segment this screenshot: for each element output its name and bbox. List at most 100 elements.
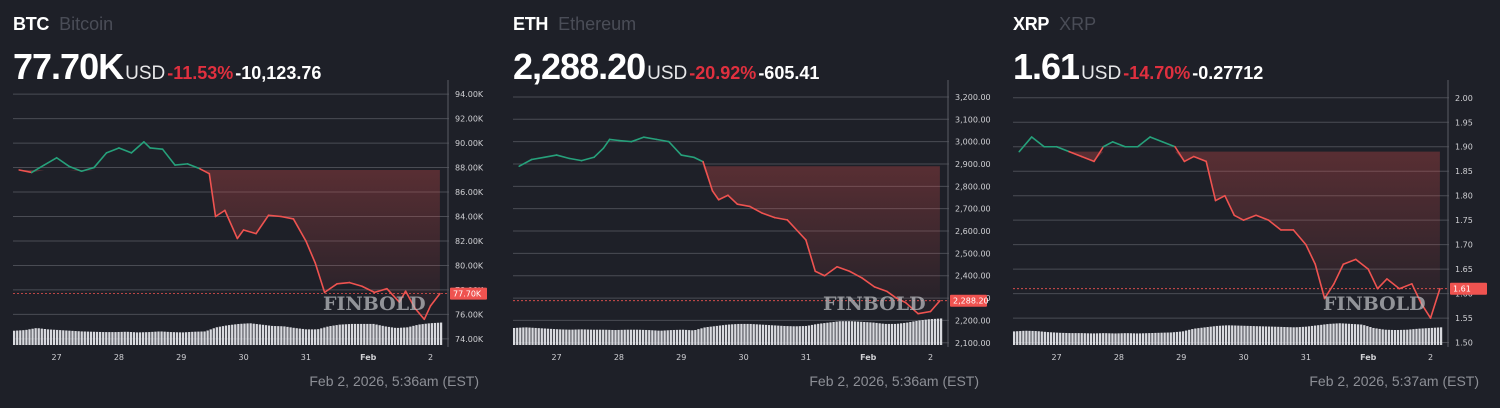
volume-bar	[99, 331, 102, 345]
volume-bar	[1393, 330, 1397, 345]
volume-bar	[1353, 324, 1357, 345]
volume-bar	[1381, 329, 1384, 345]
volume-bar	[369, 323, 372, 345]
price-line-segment	[373, 287, 388, 294]
volume-bar	[175, 332, 179, 345]
volume-bar	[709, 326, 712, 345]
volume-bar	[74, 331, 77, 345]
btc-header: BTC Bitcoin 77.70K USD -11.53% -10,123.7…	[13, 14, 321, 88]
volume-bar	[549, 328, 553, 345]
volume-bar	[83, 331, 86, 345]
volume-bar	[372, 323, 375, 345]
x-tick-label: 29	[676, 353, 686, 362]
volume-bar	[694, 329, 697, 345]
volume-bar	[1031, 330, 1034, 345]
y-tick-label: 2.00	[1455, 94, 1473, 103]
volume-bar	[835, 321, 838, 345]
volume-bar	[1271, 326, 1274, 345]
volume-bar	[642, 329, 645, 345]
volume-bar	[884, 323, 887, 345]
price-line-segment	[214, 209, 226, 218]
y-tick-label: 86.00K	[455, 188, 484, 197]
volume-bar	[1224, 325, 1228, 345]
volume-bar	[1298, 327, 1301, 345]
volume-bar	[605, 329, 608, 345]
volume-bar	[188, 332, 191, 345]
volume-bar	[310, 329, 314, 345]
volume-bar	[1332, 323, 1335, 345]
volume-bar	[185, 332, 188, 345]
y-tick-label: 2,700.00	[955, 205, 991, 214]
volume-bar	[1215, 325, 1218, 345]
volume-bar	[783, 325, 786, 345]
btc-price-chart[interactable]: 94.00K 92.00K 90.00K 88.00K 86.00K 84.00K 82.0…	[0, 80, 500, 365]
y-tick-label: 2,800.00	[955, 182, 991, 191]
price-line-segment	[1183, 155, 1195, 163]
volume-bar	[132, 332, 136, 345]
volume-bar	[1307, 326, 1311, 345]
volume-bar	[274, 326, 277, 345]
price-line-segment	[429, 292, 441, 307]
volume-bar	[568, 329, 571, 345]
price-line-segment	[593, 147, 605, 159]
price-line-segment	[280, 215, 295, 220]
volume-bar	[212, 328, 215, 345]
volume-bar	[1194, 328, 1197, 345]
volume-bar	[660, 330, 663, 345]
volume-bar	[814, 324, 817, 345]
price-line-segment	[1314, 263, 1326, 300]
asset-name: Bitcoin	[59, 14, 114, 34]
volume-bar	[654, 330, 657, 345]
volume-bar	[691, 330, 694, 345]
volume-bar	[623, 329, 626, 345]
loss-area	[519, 166, 940, 314]
volume-bar	[1320, 324, 1323, 345]
price-line-segment	[692, 156, 704, 163]
volume-bar	[1418, 328, 1421, 345]
volume-bar	[1175, 331, 1179, 345]
x-tick-label: 30	[238, 353, 248, 362]
price-line-segment	[1233, 214, 1245, 221]
volume-bar	[1366, 326, 1369, 345]
volume-bar	[577, 329, 580, 345]
volume-bar	[1350, 323, 1354, 345]
price-line-segment	[929, 299, 941, 313]
volume-bar	[326, 326, 329, 345]
volume-bar	[1013, 331, 1016, 345]
volume-bar	[721, 325, 725, 345]
volume-bar	[1163, 332, 1166, 345]
price-line-segment	[1214, 194, 1226, 202]
volume-bar	[912, 321, 915, 345]
volume-bar	[657, 330, 660, 345]
y-tick-label: 90.00K	[455, 139, 484, 148]
last-price-label: 2,288.20	[953, 297, 989, 306]
volume-bar	[16, 330, 19, 345]
price-line-segment	[1111, 141, 1126, 148]
eth-price-chart[interactable]: 3,200.00 3,100.00 3,000.00 2,900.00 2,800.00…	[500, 80, 1000, 365]
volume-bar	[138, 332, 142, 345]
volume-bar	[1135, 333, 1139, 345]
volume-bar	[1056, 332, 1059, 345]
volume-bar	[1430, 327, 1433, 345]
volume-bar	[681, 329, 685, 345]
volume-bar	[344, 324, 347, 345]
y-tick-label: 1.95	[1455, 118, 1473, 127]
xrp-price-chart[interactable]: 2.001.951.901.851.801.751.701.651.601.55…	[1000, 80, 1500, 365]
volume-bar	[1025, 330, 1028, 345]
volume-bar	[307, 329, 311, 345]
volume-bar	[820, 323, 823, 345]
volume-bar	[160, 331, 163, 345]
x-tick-label: 2	[1428, 353, 1433, 362]
volume-bar	[335, 325, 338, 345]
y-tick-label: 2,200.00	[955, 316, 991, 325]
volume-bar	[1071, 333, 1074, 345]
price-line-segment	[93, 152, 108, 169]
volume-bar	[172, 332, 175, 345]
volume-bar	[1197, 328, 1200, 345]
volume-bar	[102, 332, 105, 345]
volume-bar	[283, 326, 286, 345]
price-line-segment	[1242, 214, 1257, 221]
volume-bar	[592, 329, 596, 345]
volume-bar	[1338, 323, 1341, 345]
